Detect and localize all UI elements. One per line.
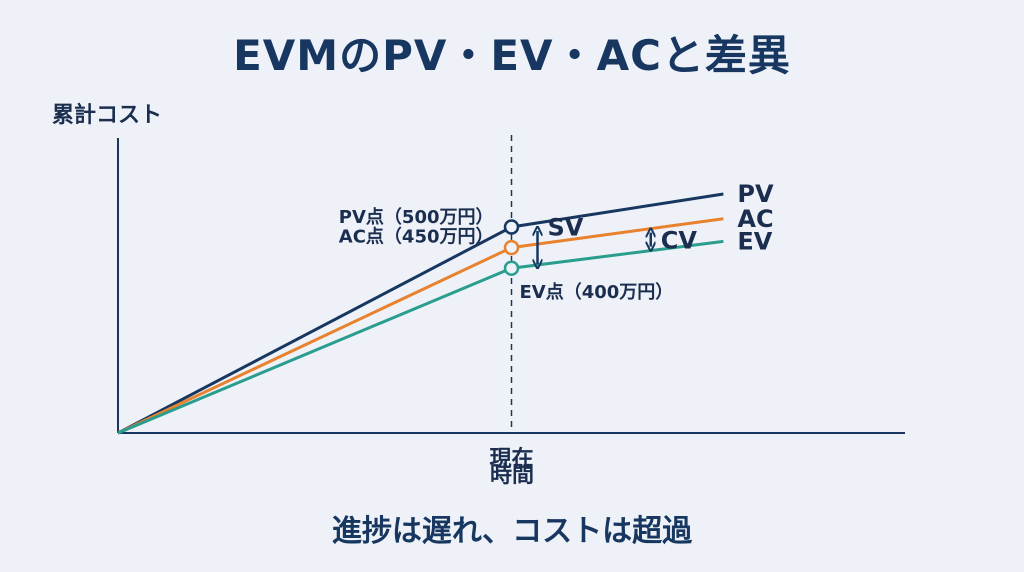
series-label-ac: AC: [737, 205, 773, 233]
current-label: 現在: [489, 446, 533, 472]
marker-label-ev: EV点（400万円）: [520, 281, 674, 303]
series-line-ac: [117, 217, 724, 435]
marker-ac: [503, 239, 520, 256]
marker-label-pv: PV点（500万円）: [339, 206, 494, 228]
marker-label-ac: AC点（450万円）: [339, 226, 494, 248]
series-line-ev: [117, 239, 724, 435]
x-axis-label: 時間: [490, 463, 534, 488]
chart-title: EVMのPV・EV・ACと差異: [233, 31, 791, 80]
series-label-pv: PV: [737, 180, 774, 208]
y-axis-label: 累計コスト: [52, 102, 162, 128]
series-label-ev: EV: [737, 227, 772, 255]
variance-label-cv: CV: [661, 227, 698, 255]
marker-pv: [503, 219, 520, 235]
footer-summary: 進捗は遅れ、コストは超過: [331, 514, 693, 549]
variance-label-sv: SV: [548, 214, 584, 242]
marker-ev: [503, 260, 520, 276]
